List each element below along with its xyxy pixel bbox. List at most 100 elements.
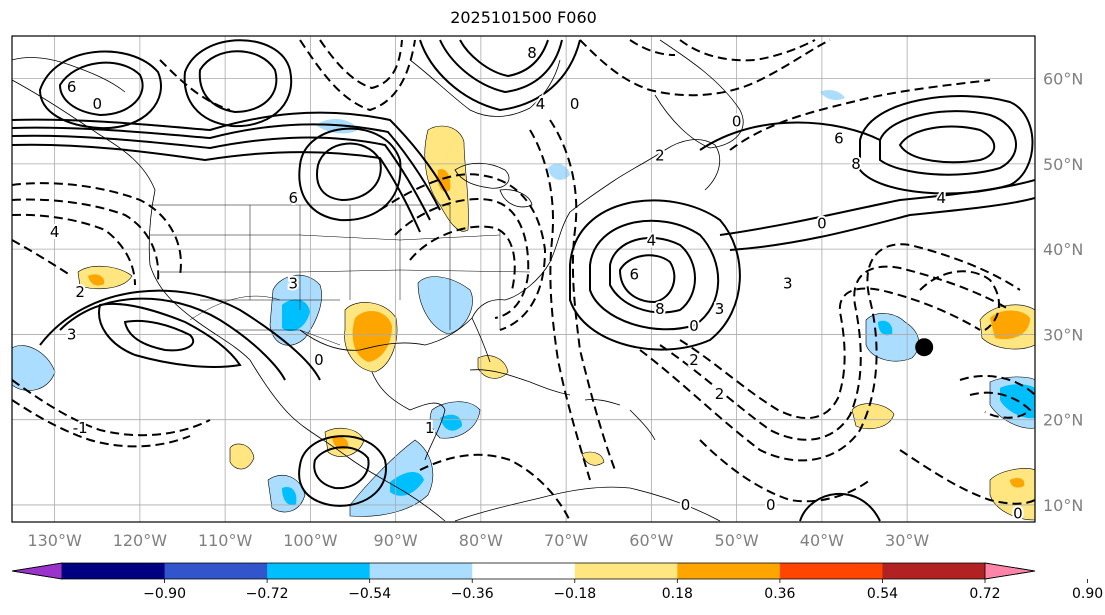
negative-area (282, 299, 310, 332)
latitude-label: 40°N (1043, 240, 1083, 259)
longitude-label: 50°W (715, 531, 759, 550)
contour-label: 6 (630, 266, 640, 284)
position-marker (915, 338, 934, 357)
longitude-label: 110°W (198, 531, 253, 550)
positive-area (581, 451, 605, 466)
contour-label: 0 (766, 496, 776, 514)
contour-label: 4 (936, 189, 946, 207)
colorbar-tick-label: 0.54 (867, 586, 898, 602)
colorbar-segment (472, 563, 576, 579)
positive-area (990, 310, 1030, 340)
longitude-label: 120°W (113, 531, 168, 550)
latitude-label: 20°N (1043, 411, 1083, 430)
contour-label: 0 (689, 317, 699, 335)
map-title: 2025101500 F060 (450, 8, 597, 27)
contour-label: -1 (73, 419, 88, 437)
contour-label: 0 (732, 112, 742, 130)
coastlines (12, 39, 744, 522)
colorbar-segment (267, 563, 371, 579)
longitude-axis: 130°W 120°W 110°W 100°W 90°W 80°W 70°W 60°W 50°W… (27, 531, 929, 550)
latitude-label: 30°N (1043, 325, 1083, 344)
colorbar-tick-label: 0.72 (969, 586, 1000, 602)
contour-label: 2 (715, 385, 725, 403)
longitude-label: 90°W (374, 531, 418, 550)
colorbar-extend-low (11, 562, 63, 580)
negative-area (820, 90, 845, 100)
colorbar-tick-label: 0.90 (1072, 586, 1103, 602)
colorbar-extend-high (984, 562, 1036, 580)
colorbar-tick-label: 0.36 (764, 586, 795, 602)
contour-label: 0 (681, 496, 691, 514)
contour-label: 4 (50, 223, 60, 241)
map-frame (11, 35, 1036, 523)
positive-area (77, 265, 133, 289)
longitude-label: 70°W (544, 531, 588, 550)
shaded-anomalies (12, 90, 1035, 521)
colorbar-segment (62, 563, 166, 579)
colorbar-tick-label: 0.18 (662, 586, 693, 602)
positive-area (437, 169, 451, 192)
latitude-label: 10°N (1043, 496, 1083, 515)
contours (12, 39, 1035, 522)
longitude-label: 40°W (800, 531, 844, 550)
contour-label: 3 (289, 274, 299, 292)
positive-area (332, 436, 349, 450)
colorbar-segment (677, 563, 781, 579)
contour-label: 1 (425, 419, 435, 437)
contour-label: 4 (536, 95, 546, 113)
negative-area (316, 118, 358, 134)
longitude-label: 30°W (885, 531, 929, 550)
latitude-label: 60°N (1043, 70, 1083, 89)
colorbar-segment (882, 563, 986, 579)
contour-label: 6 (289, 189, 299, 207)
positive-area (1010, 478, 1025, 488)
colorbar-tick-label: −0.54 (348, 586, 391, 602)
longitude-label: 100°W (283, 531, 338, 550)
colorbar-outline (11, 562, 1036, 580)
contour-label: 0 (314, 351, 324, 369)
colorbar-tick-label: −0.36 (451, 586, 494, 602)
positive-area (229, 443, 255, 470)
contour-label: 4 (647, 232, 657, 250)
colorbar-tick-label: −0.18 (553, 586, 596, 602)
contour-label: 2 (689, 351, 699, 369)
longitude-label: 80°W (459, 531, 503, 550)
contour-label: 2 (655, 146, 665, 164)
colorbar-segment (164, 563, 268, 579)
colorbar-tick-label: −0.72 (246, 586, 289, 602)
contour-label: 8 (527, 44, 537, 62)
contour-label: 8 (851, 155, 861, 173)
positive-area (851, 403, 895, 429)
negative-area (417, 276, 473, 335)
map-background (12, 36, 1035, 522)
colorbar: −0.90 −0.72 −0.54 −0.36 −0.18 0.18 0.36 0.54 0.7… (11, 562, 1103, 602)
contour-label: 8 (655, 300, 665, 318)
contour-label: 2 (75, 283, 85, 301)
political-borders (150, 204, 531, 346)
graticule (12, 36, 1035, 522)
contour-label: 6 (834, 129, 844, 147)
contour-label: 0 (570, 95, 580, 113)
contour-label: 3 (783, 274, 793, 292)
contour-label: 0 (92, 95, 102, 113)
latitude-axis: 60°N 50°N 40°N 30°N 20°N 10°N (1043, 70, 1083, 515)
contour-label: 3 (67, 325, 77, 343)
negative-area (440, 414, 462, 431)
negative-area (282, 486, 297, 506)
contour-label: 3 (715, 300, 725, 318)
colorbar-segment (779, 563, 883, 579)
colorbar-tick-label: −0.90 (143, 586, 186, 602)
contour-label: 6 (67, 78, 77, 96)
contour-label: 0 (1013, 504, 1023, 522)
longitude-label: 130°W (27, 531, 82, 550)
colorbar-segment (574, 563, 678, 579)
latitude-label: 50°N (1043, 155, 1083, 174)
negative-area (878, 320, 893, 336)
colorbar-segment (369, 563, 473, 579)
negative-area (390, 471, 424, 496)
positive-area (88, 274, 105, 286)
longitude-label: 60°W (629, 531, 673, 550)
contour-label: 0 (817, 215, 827, 233)
